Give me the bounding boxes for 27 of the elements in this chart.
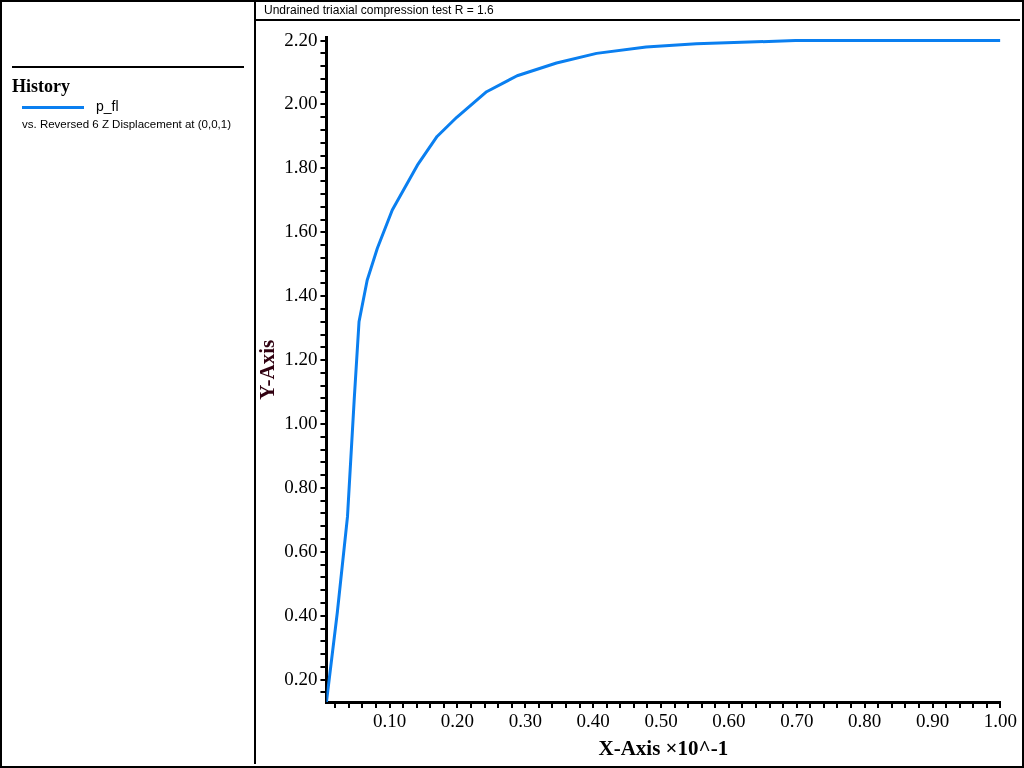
chart-title: Undrained triaxial compression test R = 1.6 bbox=[256, 0, 1020, 21]
x-tick-label: 0.70 bbox=[780, 710, 814, 732]
y-tick-label: 2.00 bbox=[284, 92, 318, 114]
y-tick-label: 1.20 bbox=[284, 348, 318, 370]
y-tick-label: 2.20 bbox=[284, 28, 318, 50]
x-tick-label: 0.50 bbox=[644, 710, 678, 732]
y-tick-label: 0.80 bbox=[284, 475, 318, 497]
legend-label: p_fl bbox=[96, 98, 119, 114]
y-tick-label: 0.60 bbox=[284, 539, 318, 561]
y-tick-label: 0.20 bbox=[284, 667, 318, 689]
x-tick-label: 0.10 bbox=[372, 710, 407, 732]
y-tick-label: 1.00 bbox=[284, 412, 318, 433]
x-tick-label: 0.90 bbox=[915, 710, 950, 732]
y-tick-label: 0.40 bbox=[284, 603, 318, 625]
legend-title: History bbox=[12, 76, 70, 97]
x-axis-title: X-Axis ×10^-1 bbox=[598, 735, 729, 760]
y-tick-label: 1.60 bbox=[284, 220, 318, 242]
x-tick-label: 0.30 bbox=[508, 710, 542, 732]
x-tick-label: 0.60 bbox=[712, 710, 746, 732]
x-tick-label: 1.00 bbox=[983, 710, 1017, 732]
y-tick-label: 1.80 bbox=[284, 156, 318, 178]
x-tick-label: 0.40 bbox=[576, 710, 610, 732]
text: vs. Reversed 6 Z Displacement at (0,0,1) bbox=[22, 118, 231, 130]
x-tick-label: 0.80 bbox=[848, 710, 882, 732]
x-tick-label: 0.20 bbox=[440, 710, 475, 732]
y-tick-label: 1.40 bbox=[284, 284, 318, 306]
y-axis-title: Y-Axis bbox=[255, 339, 280, 400]
